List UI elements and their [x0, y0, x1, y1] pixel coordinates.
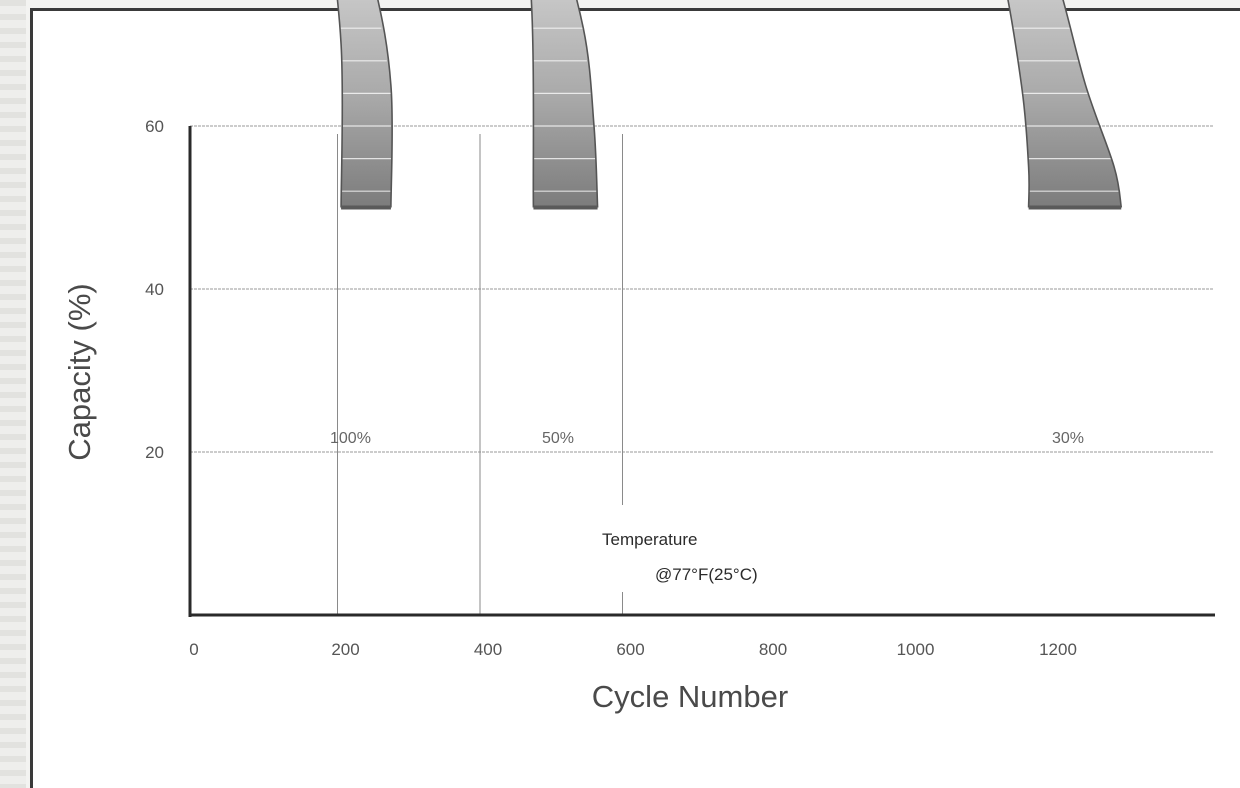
series-layer	[336, 0, 1123, 210]
series-label-0: 100%	[330, 430, 371, 447]
label-layer: 100%50%30%204060801000200400600800100012…	[145, 117, 1084, 659]
x-tick-label-600: 600	[616, 640, 644, 659]
series-line-lower-0	[336, 0, 344, 208]
x-axis-title: Cycle Number	[592, 679, 788, 714]
series-label-1: 50%	[542, 430, 574, 447]
x-tick-label-400: 400	[474, 640, 502, 659]
x-tick-label-1200: 1200	[1039, 640, 1077, 659]
series-band-1	[531, 0, 598, 208]
x-tick-label-0: 0	[189, 640, 198, 659]
x-tick-label-1000: 1000	[897, 640, 935, 659]
annotation-line-2: @77°F(25°C)	[655, 565, 758, 584]
y-tick-label-20: 20	[145, 443, 164, 462]
y-tick-label-60: 60	[145, 117, 164, 136]
series-line-lower-2	[1007, 0, 1030, 208]
series-label-2: 30%	[1052, 430, 1084, 447]
y-axis-title: Capacity (%)	[62, 283, 97, 460]
series-line-lower-1	[530, 0, 535, 208]
series-line-upper-2	[1062, 0, 1123, 208]
x-tick-label-200: 200	[331, 640, 359, 659]
axis-layer	[188, 126, 1215, 617]
annotation-line-1: Temperature	[602, 530, 697, 549]
series-band-2	[1008, 0, 1122, 208]
series-band-0	[337, 0, 393, 208]
left-background-strip	[0, 0, 26, 788]
y-tick-label-40: 40	[145, 280, 164, 299]
x-tick-label-800: 800	[759, 640, 787, 659]
series-line-upper-0	[377, 0, 394, 208]
series-line-upper-1	[575, 0, 599, 208]
